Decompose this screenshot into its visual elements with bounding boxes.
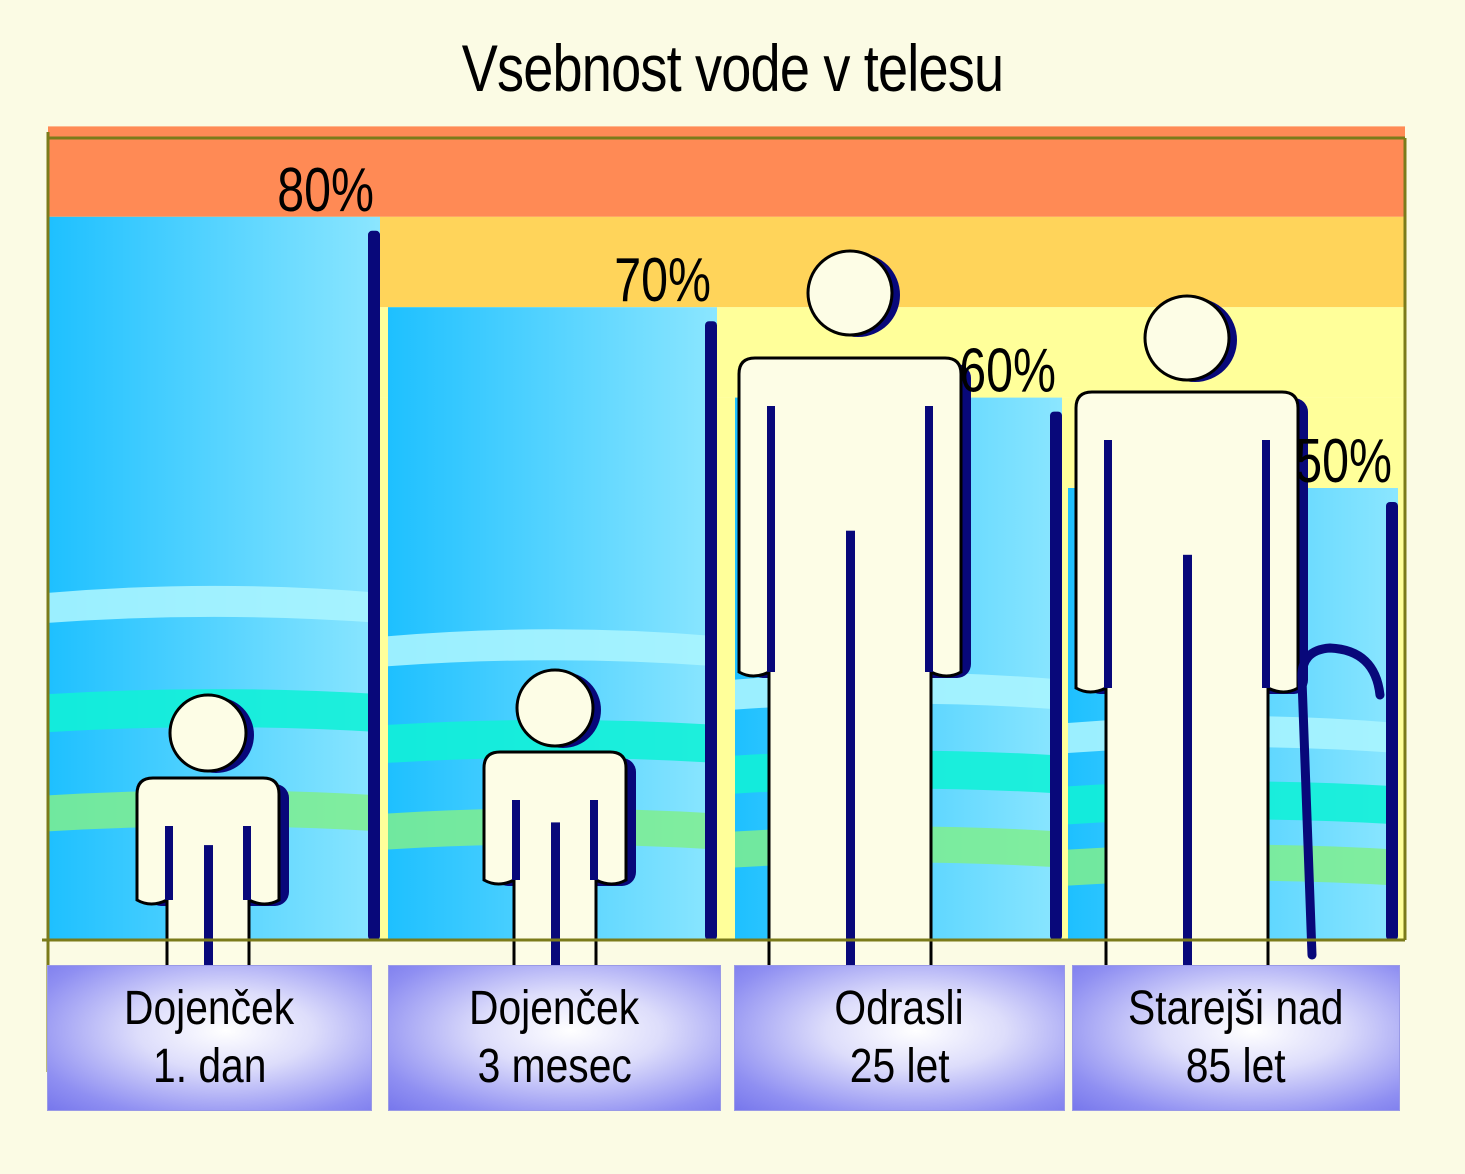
arm-line <box>1262 440 1270 688</box>
measure-post <box>705 321 717 940</box>
leg-line <box>551 822 560 970</box>
category-label-box: Dojenček 1. dan <box>47 965 372 1111</box>
measure-post <box>1386 502 1398 940</box>
arm-line <box>590 800 598 880</box>
measure-post <box>1050 411 1062 941</box>
arm-line <box>512 800 520 880</box>
category-label-line: 25 let <box>849 1040 950 1093</box>
wave-strip <box>48 585 380 623</box>
arm-line <box>165 826 173 900</box>
category-label-line: Dojenček <box>124 982 295 1035</box>
value-label: 70% <box>614 245 711 314</box>
cane-icon <box>1297 643 1385 960</box>
elderly-figure-with-cane <box>1074 294 1385 972</box>
category-label-line: 3 mesec <box>477 1040 632 1093</box>
category-label-line: Odrasli <box>834 982 965 1035</box>
category-label-line: Dojenček <box>469 982 640 1035</box>
band-orange <box>48 126 1405 217</box>
leg-line <box>846 530 855 970</box>
figure-head <box>1143 294 1231 382</box>
leg-line <box>1183 554 1192 970</box>
figure-head <box>515 668 595 748</box>
wave-strip <box>388 629 717 667</box>
category-label-line: 1. dan <box>152 1040 267 1093</box>
arm-line <box>767 406 775 672</box>
value-label: 60% <box>959 336 1056 405</box>
baby-figure <box>482 668 636 972</box>
measure-post <box>368 230 380 941</box>
arm-line <box>243 826 251 900</box>
value-label: 50% <box>1295 426 1392 495</box>
adult-figure <box>737 249 971 972</box>
category-label-line: Starejši nad <box>1128 982 1344 1035</box>
figure-head <box>806 249 894 337</box>
category-label-box: Odrasli 25 let <box>734 965 1065 1111</box>
category-label-box: Dojenček 3 mesec <box>388 965 721 1111</box>
category-label-box: Starejši nad 85 let <box>1072 965 1400 1111</box>
value-label: 80% <box>277 155 374 224</box>
leg-line <box>204 845 213 970</box>
infant-figure <box>135 693 289 972</box>
chart-title: Vsebnost vode v telesu <box>461 31 1004 105</box>
arm-line <box>1104 440 1112 688</box>
category-label-line: 85 let <box>1186 1040 1286 1093</box>
arm-line <box>925 406 933 672</box>
figure-head <box>168 693 248 773</box>
